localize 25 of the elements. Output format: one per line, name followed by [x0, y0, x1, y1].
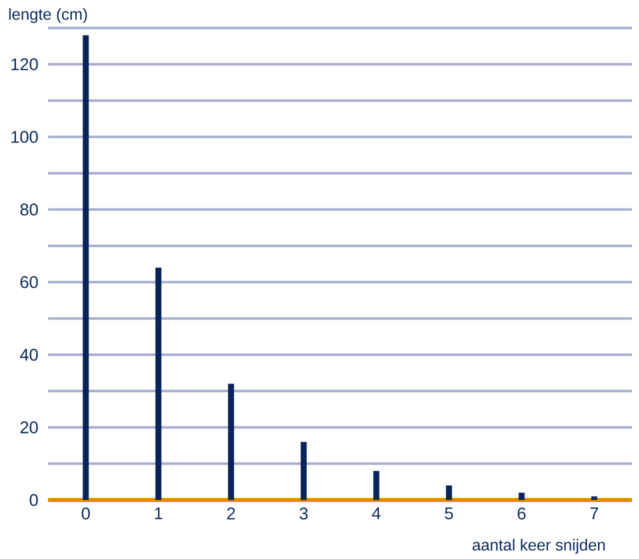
x-tick-label: 1 [155, 508, 162, 520]
x-tick-label: 6 [518, 508, 526, 520]
bar [591, 496, 598, 500]
bar [446, 485, 452, 500]
x-tick-label: 2 [227, 508, 235, 520]
y-tick-label: 40 [20, 348, 38, 361]
y-axis-title: lengte (cm) [9, 8, 87, 24]
x-tick-label: 4 [372, 508, 381, 520]
x-tick-label: 7 [590, 508, 598, 520]
bar [228, 384, 234, 500]
bar [300, 442, 307, 500]
bar [155, 268, 162, 500]
y-tick-label: 120 [12, 58, 38, 70]
y-tick-label: 60 [20, 276, 38, 288]
bar [82, 35, 89, 500]
x-axis-title: aantal keer snijden [472, 538, 605, 554]
x-tick-label: 5 [444, 508, 453, 520]
y-tick-label: 80 [20, 204, 38, 216]
y-tick-label: 20 [20, 421, 38, 434]
x-tick-label: 3 [300, 508, 308, 520]
y-tick-label: 100 [12, 130, 38, 143]
y-tick-label: 0 [30, 494, 38, 506]
bar [518, 492, 525, 500]
bar [373, 470, 380, 500]
x-tick-label: 0 [82, 508, 90, 520]
